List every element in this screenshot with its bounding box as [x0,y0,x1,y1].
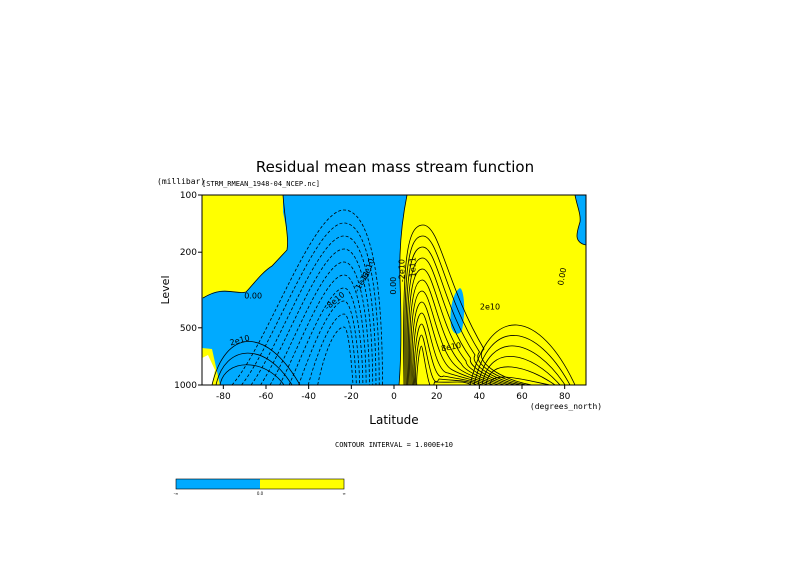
x-tick-label: -40 [301,392,316,402]
contour-negative [260,248,374,385]
contour-positive [407,268,511,385]
contour-positive [485,366,556,385]
colorbar-negative [176,479,260,489]
contour-positive [405,246,522,385]
y-tick-label: 200 [180,248,197,258]
contour-zero [398,195,408,385]
chart-title: Residual mean mass stream function [256,158,534,176]
contour-positive [219,364,285,385]
colorbar-label-mid: 0.0 [257,491,264,496]
positive-region-west [202,195,288,298]
contour-positive [211,341,301,385]
missing-data-region [202,355,215,385]
y-units: (millibar) [157,177,205,186]
x-tick-label: 80 [559,392,571,402]
contour-negative [231,209,383,385]
contour-positive [410,290,500,385]
contour-zero [574,195,586,246]
contour-positive [404,235,527,385]
y-axis: 100 200 500 1000 [174,191,202,391]
y-axis-label: Level [159,275,172,304]
contour-positive [469,324,576,385]
contour-interval: CONTOUR INTERVAL = 1.000E+10 [335,441,453,449]
x-units: (degrees_north) [530,402,602,411]
contour-positive [409,279,505,385]
x-tick-label: -60 [259,392,274,402]
contour-positive [411,301,494,385]
contour-positive [416,345,472,385]
contour-positive [489,376,551,385]
x-tick-label: 60 [516,392,528,402]
contour-label: 0.00 [244,291,262,300]
contour-positive [215,352,293,385]
contour-positive [481,356,561,385]
x-axis-label: Latitude [369,413,418,427]
contour-negative [279,274,367,385]
contour-label: 1e11 [408,257,417,277]
contour-negative [298,300,360,385]
colorbar-positive [260,479,344,489]
contour-zero [202,195,288,299]
contour-label: -2e10 [398,259,407,282]
colorbar-label-max: ∞ [342,491,345,496]
colorbar-frame [175,478,345,490]
contour-lines [202,195,586,385]
colorbar-label-min: -∞ [174,491,179,496]
contour-positive [415,334,478,385]
colorbar: -∞ 0.0 ∞ [174,478,346,496]
x-tick-label: 0 [391,392,397,402]
contour-label: 2e10 [480,302,500,311]
contour-positive [413,323,483,385]
contour-negative [269,261,370,385]
x-tick-label: -80 [216,392,231,402]
chart-subtitle: [STRM_RMEAN_1948-04_NCEP.nc] [202,180,320,188]
contour-positive [473,335,571,385]
x-tick-label: -20 [344,392,359,402]
contour-negative [241,222,380,385]
contour-positive [412,312,489,385]
y-tick-label: 100 [180,191,197,201]
x-tick-label: 20 [431,392,443,402]
contour-negative [317,326,354,385]
contour-label: 8e10 [440,341,461,353]
x-tick-label: 40 [474,392,486,402]
contour-positive [477,345,566,385]
contour-label: 0.00 [389,277,398,295]
contour-negative [307,313,357,385]
contour-positive [406,257,516,385]
contour-positive [403,224,533,385]
y-tick-label: 500 [180,324,197,334]
y-tick-label: 1000 [174,381,197,391]
contour-negative [288,287,364,385]
x-axis: -80 -60 -40 -20 0 20 40 60 80 [216,385,571,402]
contour-label: 0.00 [556,267,568,286]
